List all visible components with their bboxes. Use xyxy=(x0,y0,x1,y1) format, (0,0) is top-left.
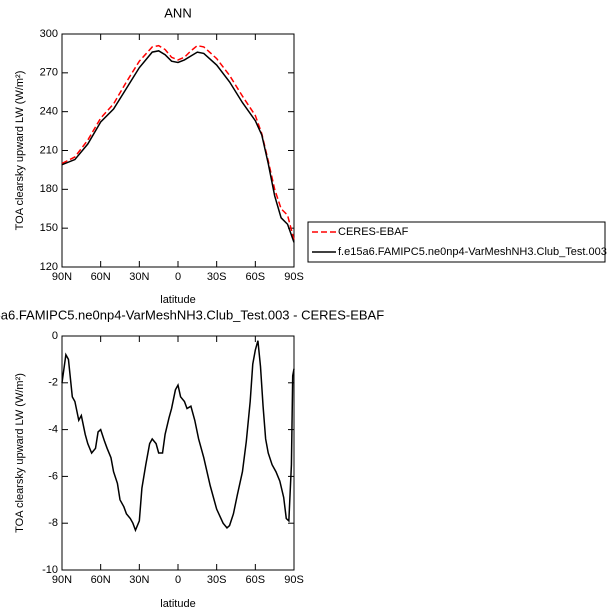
y-tick-label: 180 xyxy=(40,183,58,195)
x-tick-label: 30S xyxy=(207,271,227,283)
x-tick-label: 90S xyxy=(284,574,304,586)
y-tick-label: 300 xyxy=(40,28,58,40)
y-axis-label: TOA clearsky upward LW (W/m²) xyxy=(14,373,26,533)
x-tick-label: 30N xyxy=(129,574,149,586)
legend-box xyxy=(307,221,606,263)
y-tick-label: 0 xyxy=(52,330,58,342)
x-tick-label: 30S xyxy=(207,574,227,586)
y-tick-label: -8 xyxy=(48,517,58,529)
x-tick-label: 30N xyxy=(129,271,149,283)
x-tick-label: 60N xyxy=(91,574,111,586)
chart-title: f.e15a6.FAMIPC5.ne0np4-VarMeshNH3.Club_T… xyxy=(0,307,384,322)
y-tick-label: 210 xyxy=(40,144,58,156)
x-tick-label: 90N xyxy=(52,574,72,586)
y-tick-label: 270 xyxy=(40,67,58,79)
y-tick-label: 240 xyxy=(40,106,58,118)
plot-frame xyxy=(61,335,295,571)
x-tick-label: 90N xyxy=(52,271,72,283)
chart-title: ANN xyxy=(164,5,191,20)
y-tick-label: -10 xyxy=(42,564,58,576)
data-line xyxy=(61,50,295,243)
x-tick-label: 60S xyxy=(246,271,266,283)
y-tick-label: -2 xyxy=(48,377,58,389)
x-tick-label: 60N xyxy=(91,271,111,283)
y-tick-label: -4 xyxy=(48,424,58,436)
plot-frame xyxy=(61,33,295,268)
x-axis-label: latitude xyxy=(160,598,195,610)
data-line xyxy=(61,340,295,533)
y-tick-label: 120 xyxy=(40,261,58,273)
y-tick-label: 150 xyxy=(40,222,58,234)
x-tick-label: 60S xyxy=(246,574,266,586)
x-tick-label: 0 xyxy=(175,574,181,586)
x-tick-label: 0 xyxy=(175,271,181,283)
y-axis-label: TOA clearsky upward LW (W/m²) xyxy=(14,71,26,231)
data-line xyxy=(61,44,295,241)
y-tick-label: -6 xyxy=(48,470,58,482)
legend-label: f.e15a6.FAMIPC5.ne0np4-VarMeshNH3.Club_T… xyxy=(338,246,607,258)
legend-label: CERES-EBAF xyxy=(338,226,409,238)
x-tick-label: 90S xyxy=(284,271,304,283)
x-axis-label: latitude xyxy=(160,294,195,306)
